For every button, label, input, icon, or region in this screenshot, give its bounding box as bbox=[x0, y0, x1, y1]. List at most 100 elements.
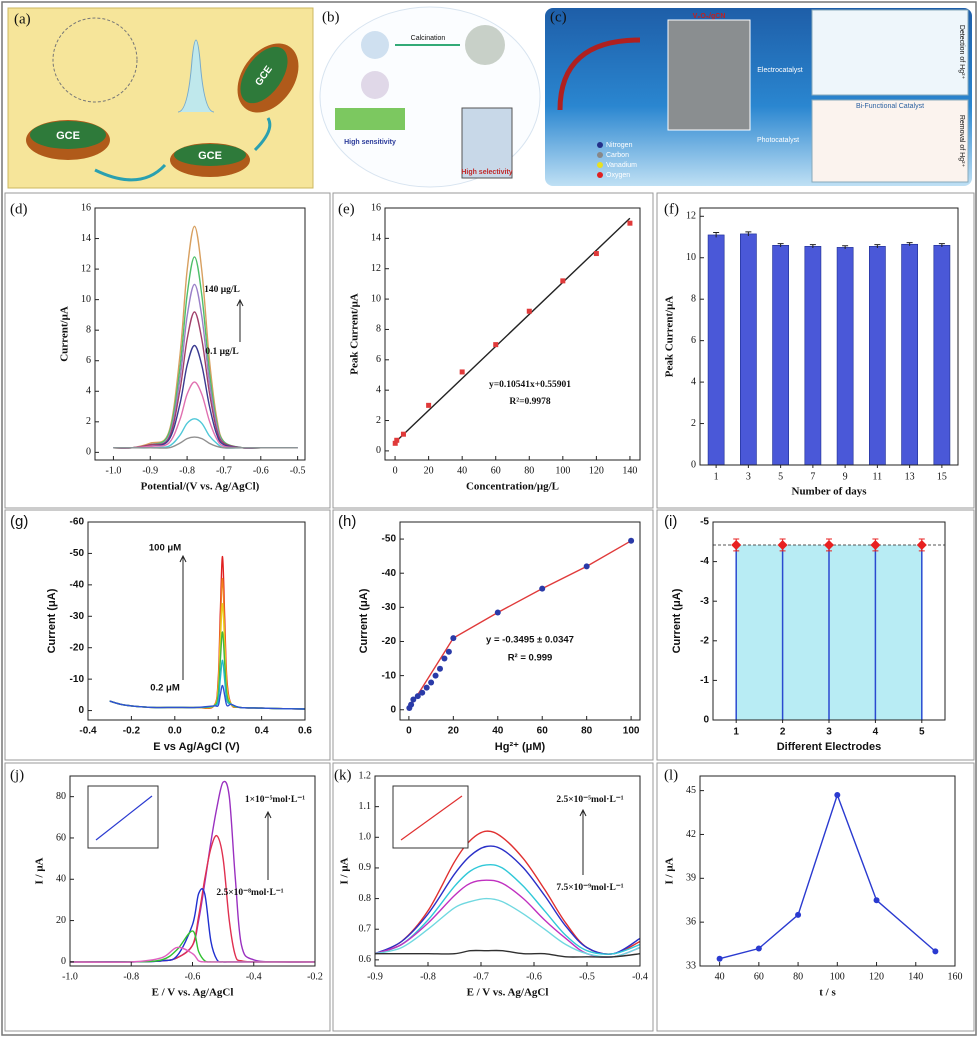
y-tick-label: 2 bbox=[691, 418, 696, 429]
arrow bbox=[579, 808, 587, 875]
x-tick-label: -0.2 bbox=[123, 726, 141, 737]
schematic-c: (c) V₂O₅/gCN Electrocatalyst Photocataly… bbox=[545, 8, 972, 186]
y-tick-label: 6 bbox=[376, 354, 381, 365]
plot-area bbox=[392, 217, 633, 446]
marker bbox=[426, 402, 432, 408]
y-tick-label: 4 bbox=[86, 386, 91, 397]
y-tick-label: 14 bbox=[371, 233, 381, 244]
inset-frame bbox=[392, 785, 469, 849]
axes-frame bbox=[384, 207, 641, 461]
axes-frame bbox=[374, 775, 641, 967]
x-tick-label: 15 bbox=[937, 471, 947, 482]
chart-panel: 0.6 0.7 0.8 0.9 1.0 1.1 1.2 -0.9 -0.8 -0.7 -0.6 -0.… bbox=[332, 762, 654, 1032]
y-tick-label: -10 bbox=[70, 674, 85, 685]
chart-panel: 0 -1 -2 -3 -4 -5 1 2 3 4 5 Different Electrodes Curr… bbox=[656, 509, 975, 761]
schematic-a: (a) GCE GCE GCE bbox=[7, 7, 314, 189]
series-line bbox=[109, 659, 306, 710]
marker bbox=[423, 684, 430, 691]
legend-dot bbox=[597, 142, 603, 148]
bar bbox=[804, 246, 822, 466]
role-label: Bi-Functional Catalyst bbox=[856, 103, 924, 110]
y-tick-label: -3 bbox=[700, 596, 709, 607]
y-tick-label: 10 bbox=[81, 294, 91, 305]
step-label: Calcination bbox=[411, 35, 446, 42]
panel-border bbox=[656, 762, 975, 1032]
annotation: 1×10⁻⁵mol·L⁻¹ bbox=[245, 795, 305, 805]
y-axis-label: I / μA bbox=[34, 857, 46, 884]
x-tick-label: 60 bbox=[537, 726, 549, 737]
annotation: 2.5×10⁻⁸mol·L⁻¹ bbox=[216, 888, 283, 898]
x-tick-label: 9 bbox=[843, 471, 848, 482]
annotation: 0.2 μM bbox=[150, 683, 180, 694]
marker bbox=[870, 539, 881, 550]
x-tick-label: 4 bbox=[873, 727, 879, 738]
y-tick-label: 12 bbox=[81, 263, 91, 274]
y-tick-label: 12 bbox=[686, 211, 696, 222]
x-tick-label: -0.5 bbox=[290, 465, 306, 476]
y-tick-label: 0.8 bbox=[359, 893, 372, 904]
y-axis-label: Current/μA bbox=[59, 306, 71, 362]
annotation: 2.5×10⁻⁵mol·L⁻¹ bbox=[556, 795, 623, 805]
marker bbox=[400, 431, 406, 437]
chart-panel: 0 -10 -20 -30 -40 -50 0 20 40 60 80 100 Hg²⁺ (μM) Cur… bbox=[332, 509, 654, 761]
legend-label: Vanadium bbox=[606, 162, 637, 169]
removal-box bbox=[811, 99, 969, 183]
y-tick-label: -2 bbox=[700, 635, 709, 646]
x-tick-label: -0.4 bbox=[79, 726, 97, 737]
chart-panel: 0 20 40 60 80 -1.0 -0.8 -0.6 -0.4 -0.2 E / V vs. A… bbox=[4, 762, 331, 1032]
bar bbox=[933, 245, 951, 466]
x-tick-label: 120 bbox=[869, 971, 884, 982]
panel-label: (b) bbox=[322, 9, 340, 25]
marker bbox=[445, 648, 452, 655]
feature-label: High selectivity bbox=[461, 169, 512, 176]
y-tick-label: -20 bbox=[382, 636, 397, 647]
y-tick-label: 4 bbox=[376, 384, 381, 395]
marker bbox=[437, 665, 443, 672]
marker bbox=[627, 220, 633, 226]
chart-panel: 0 2 4 6 8 10 12 14 16 -1.0 -0.9 -0.8 -0.7 -0.6 -0.5 Pot… bbox=[4, 192, 331, 509]
plot-area bbox=[707, 231, 951, 466]
side-label: Removal of Hg²⁺ bbox=[958, 115, 965, 168]
y-tick-label: 60 bbox=[56, 832, 66, 843]
y-tick-label: 0 bbox=[390, 704, 396, 715]
arrow bbox=[236, 298, 244, 342]
x-tick-label: -0.5 bbox=[579, 971, 595, 982]
panel-border bbox=[656, 192, 975, 509]
y-axis-label: Current (μA) bbox=[671, 588, 683, 653]
series-line bbox=[109, 555, 306, 710]
annotation: 100 μM bbox=[149, 543, 181, 554]
series-line bbox=[374, 845, 641, 955]
x-tick-label: 80 bbox=[524, 465, 534, 476]
y-tick-label: 2 bbox=[86, 416, 91, 427]
series-line bbox=[374, 863, 641, 955]
panel-border bbox=[332, 509, 654, 761]
x-tick-label: 11 bbox=[873, 471, 883, 482]
panel-label: (d) bbox=[10, 201, 28, 217]
marker bbox=[432, 672, 439, 679]
x-tick-label: 0.0 bbox=[168, 726, 182, 737]
electrode-top bbox=[240, 46, 288, 104]
x-tick-label: 0.6 bbox=[298, 726, 312, 737]
x-tick-label: 100 bbox=[555, 465, 570, 476]
peak-icon bbox=[177, 39, 215, 113]
error-bar bbox=[874, 244, 881, 249]
x-tick-label: 40 bbox=[457, 465, 467, 476]
marker bbox=[560, 278, 566, 284]
x-tick-label: 3 bbox=[746, 471, 751, 482]
plot-area bbox=[109, 555, 306, 710]
series-line bbox=[374, 897, 641, 958]
x-tick-label: 160 bbox=[948, 971, 963, 982]
bar bbox=[707, 234, 725, 466]
marker bbox=[628, 537, 635, 544]
x-tick-label: 2 bbox=[780, 727, 786, 738]
y-tick-label: 6 bbox=[86, 355, 91, 366]
x-axis-label: Number of days bbox=[792, 486, 868, 498]
marker bbox=[731, 539, 742, 550]
y-tick-label: -10 bbox=[382, 670, 397, 681]
y-tick-label: 45 bbox=[686, 785, 696, 796]
y-tick-label: 10 bbox=[686, 252, 696, 263]
x-tick-label: -0.9 bbox=[142, 465, 158, 476]
bar bbox=[772, 245, 789, 466]
x-tick-label: 40 bbox=[492, 726, 504, 737]
